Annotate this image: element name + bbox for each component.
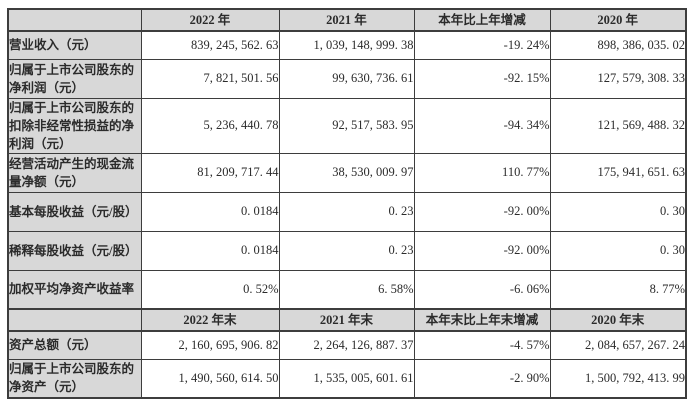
column-header-2021-end: 2021 年末 (278, 308, 415, 332)
cell-value: 99, 630, 736. 61 (278, 58, 415, 99)
column-header-2022-end: 2022 年末 (140, 308, 280, 332)
cell-value: -92. 00% (413, 191, 551, 232)
table-row-net-profit: 归属于上市公司股东的净利润（元） 7, 821, 501. 56 99, 630… (7, 58, 687, 99)
row-label: 归属于上市公司股东的净资产（元） (7, 358, 142, 399)
row-label: 营业收入（元） (7, 30, 142, 60)
table-row-diluted-eps: 稀释每股收益（元/股） 0. 0184 0. 23 -92. 00% 0. 30 (7, 230, 687, 271)
cell-value: -19. 24% (413, 30, 551, 60)
cell-value: 121, 569, 488. 32 (549, 97, 687, 154)
cell-value: 1, 500, 792, 413. 99 (549, 358, 687, 399)
cell-value: 2, 084, 657, 267. 24 (549, 330, 687, 360)
table-row-total-assets: 资产总额（元） 2, 160, 695, 906. 82 2, 264, 126… (7, 330, 687, 360)
cell-value: 1, 490, 560, 614. 50 (140, 358, 280, 399)
column-header-2020-end: 2020 年末 (549, 308, 687, 332)
row-label: 稀释每股收益（元/股） (7, 230, 142, 271)
cell-value: 8. 77% (549, 269, 687, 310)
row-label: 归属于上市公司股东的净利润（元） (7, 58, 142, 99)
cell-value: 0. 0184 (140, 191, 280, 232)
row-label: 资产总额（元） (7, 330, 142, 360)
cell-value: 839, 245, 562. 63 (140, 30, 280, 60)
cell-value: 0. 0184 (140, 230, 280, 271)
row-label: 加权平均净资产收益率 (7, 269, 142, 310)
cell-value: 0. 23 (278, 230, 415, 271)
table-row-net-profit-excl-nonrecurring: 归属于上市公司股东的扣除非经常性损益的净利润（元） 5, 236, 440. 7… (7, 97, 687, 154)
table-header-row-year-end: 2022 年末 2021 年末 本年末比上年末增减 2020 年末 (7, 308, 687, 332)
cell-value: -6. 06% (413, 269, 551, 310)
table-row-operating-cash-flow: 经营活动产生的现金流量净额（元） 81, 209, 717. 44 38, 53… (7, 152, 687, 193)
column-header-yoy-change: 本年比上年增减 (413, 8, 551, 32)
cell-value: 0. 23 (278, 191, 415, 232)
row-label: 基本每股收益（元/股） (7, 191, 142, 232)
cell-value: 6. 58% (278, 269, 415, 310)
cell-value: 1, 039, 148, 999. 38 (278, 30, 415, 60)
table-row-basic-eps: 基本每股收益（元/股） 0. 0184 0. 23 -92. 00% 0. 30 (7, 191, 687, 232)
corner-cell (7, 8, 142, 32)
cell-value: 38, 530, 009. 97 (278, 152, 415, 193)
cell-value: -4. 57% (413, 330, 551, 360)
cell-value: 175, 941, 651. 63 (549, 152, 687, 193)
row-label: 归属于上市公司股东的扣除非经常性损益的净利润（元） (7, 97, 142, 154)
cell-value: 2, 160, 695, 906. 82 (140, 330, 280, 360)
cell-value: 5, 236, 440. 78 (140, 97, 280, 154)
cell-value: 92, 517, 583. 95 (278, 97, 415, 154)
cell-value: -92. 00% (413, 230, 551, 271)
cell-value: -2. 90% (413, 358, 551, 399)
table-row-weighted-avg-roe: 加权平均净资产收益率 0. 52% 6. 58% -6. 06% 8. 77% (7, 269, 687, 310)
cell-value: 127, 579, 308. 33 (549, 58, 687, 99)
table-header-row-annual: 2022 年 2021 年 本年比上年增减 2020 年 (7, 8, 687, 32)
cell-value: -94. 34% (413, 97, 551, 154)
row-label: 经营活动产生的现金流量净额（元） (7, 152, 142, 193)
cell-value: 898, 386, 035. 02 (549, 30, 687, 60)
financial-summary-table: 2022 年 2021 年 本年比上年增减 2020 年 营业收入（元） 839… (7, 8, 687, 399)
cell-value: 2, 264, 126, 887. 37 (278, 330, 415, 360)
column-header-2021: 2021 年 (278, 8, 415, 32)
cell-value: 7, 821, 501. 56 (140, 58, 280, 99)
cell-value: 110. 77% (413, 152, 551, 193)
table-row-net-assets: 归属于上市公司股东的净资产（元） 1, 490, 560, 614. 50 1,… (7, 358, 687, 399)
column-header-2022: 2022 年 (140, 8, 280, 32)
cell-value: 0. 30 (549, 230, 687, 271)
cell-value: 0. 30 (549, 191, 687, 232)
table-row-revenue: 营业收入（元） 839, 245, 562. 63 1, 039, 148, 9… (7, 30, 687, 60)
column-header-2020: 2020 年 (549, 8, 687, 32)
corner-cell (7, 308, 142, 332)
cell-value: -92. 15% (413, 58, 551, 99)
column-header-year-end-change: 本年末比上年末增减 (413, 308, 551, 332)
cell-value: 1, 535, 005, 601. 61 (278, 358, 415, 399)
cell-value: 0. 52% (140, 269, 280, 310)
cell-value: 81, 209, 717. 44 (140, 152, 280, 193)
